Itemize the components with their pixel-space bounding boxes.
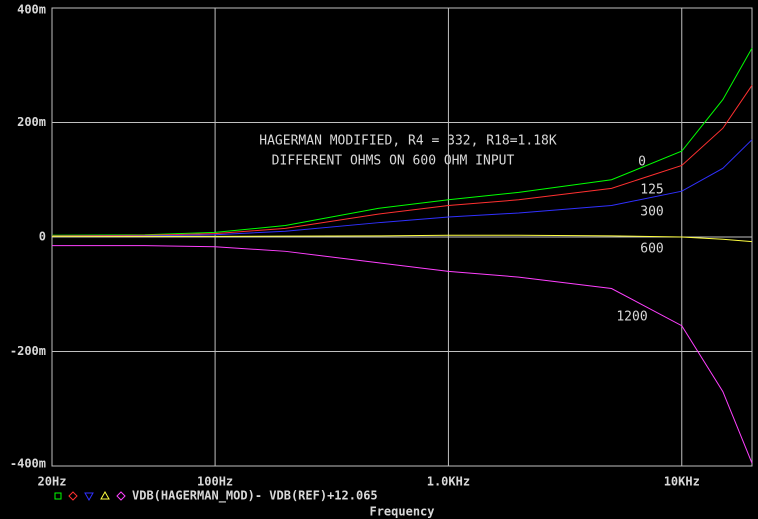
legend-symbol: [84, 492, 94, 502]
x-tick-label: 1.0KHz: [427, 475, 470, 489]
y-tick-label: 0: [39, 230, 46, 244]
curve-label: 600: [640, 242, 663, 257]
series-line: [51, 85, 753, 237]
legend-symbol: [116, 491, 126, 501]
x-tick-label: 10KHz: [664, 475, 700, 489]
curve-label: 300: [640, 205, 663, 220]
annotation: DIFFERENT OHMS ON 600 OHM INPUT: [272, 154, 515, 169]
legend-symbol: [100, 490, 110, 500]
series-line: [52, 234, 753, 243]
curve-label: 0: [638, 155, 646, 170]
y-tick-label: -400m: [10, 457, 46, 471]
legend-symbol: [54, 492, 62, 500]
x-axis-label: Frequency: [369, 505, 434, 519]
x-tick-label: 20Hz: [38, 475, 67, 489]
y-tick-label: -200m: [10, 344, 46, 358]
legend-symbol: [68, 491, 78, 501]
x-tick-label: 100Hz: [197, 475, 233, 489]
annotation: HAGERMAN MODIFIED, R4 = 332, R18=1.18K: [259, 134, 557, 149]
y-tick-label: 200m: [17, 115, 46, 129]
series-line: [51, 139, 753, 237]
legend-text: VDB(HAGERMAN_MOD)- VDB(REF)+12.065: [132, 489, 378, 504]
y-tick-label: 400m: [17, 3, 46, 17]
series-line: [51, 47, 753, 236]
curve-label: 1200: [616, 310, 647, 325]
series-line: [52, 245, 753, 464]
curve-label: 125: [640, 183, 663, 198]
